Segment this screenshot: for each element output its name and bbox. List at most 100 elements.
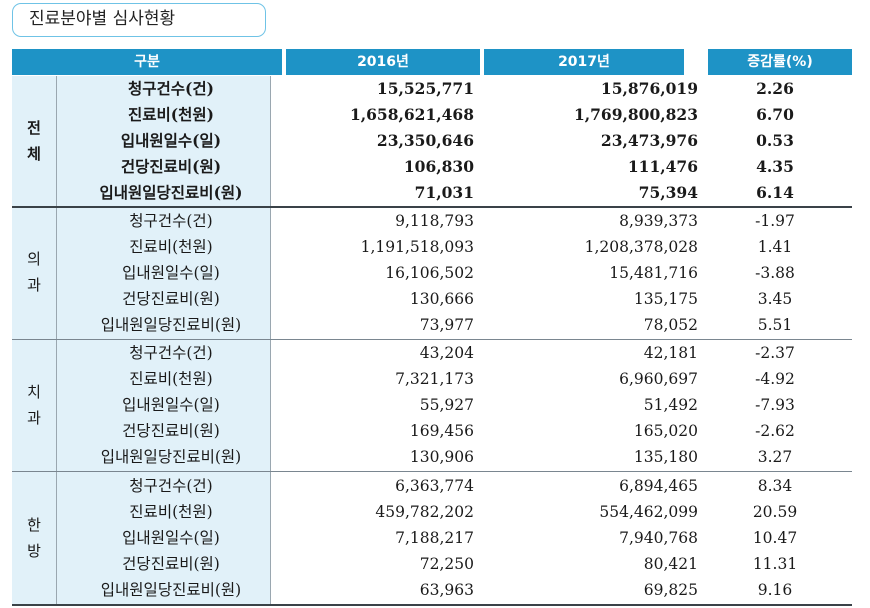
section-divider <box>12 339 852 340</box>
row-rate-value: 11.31 <box>752 555 798 573</box>
row-2017-value: 165,020 <box>633 422 698 440</box>
row-2017-value: 1,208,378,028 <box>584 238 698 256</box>
row-2017-value: 111,476 <box>627 157 698 176</box>
table-row: 진료비(천원) 7,321,173 6,960,697 -4.92 <box>12 366 852 392</box>
row-item: 진료비(천원) <box>128 105 214 124</box>
table-row: 진료비(천원) 459,782,202 554,462,099 20.59 <box>12 499 852 525</box>
table-row: 청구건수(건) 15,525,771 15,876,019 2.26 <box>12 76 852 102</box>
row-rate-value: 0.53 <box>756 131 794 150</box>
table-row: 입내원일수(일) 55,927 51,492 -7.93 <box>12 392 852 418</box>
section-label-total: 전 체 <box>27 119 41 163</box>
header-2016: 2016년 <box>286 49 480 75</box>
row-2016-value: 459,782,202 <box>375 503 474 521</box>
row-item: 청구건수(건) <box>129 344 213 362</box>
row-rate-value: 9.16 <box>757 581 793 599</box>
row-2016-value: 7,321,173 <box>395 370 474 388</box>
row-rate-value: -1.97 <box>755 212 795 230</box>
row-rate-value: 1.41 <box>757 238 793 256</box>
row-2017-value: 80,421 <box>643 555 698 573</box>
section-label-oriental: 한 방 <box>27 516 41 560</box>
row-2016-value: 130,906 <box>409 448 474 466</box>
row-item: 입내원일당진료비(원) <box>100 448 242 466</box>
category-divider-vertical <box>270 76 271 606</box>
row-2017-value: 23,473,976 <box>600 131 698 150</box>
row-item: 진료비(천원) <box>129 370 213 388</box>
table-row: 진료비(천원) 1,191,518,093 1,208,378,028 1.41 <box>12 234 852 260</box>
row-2017-value: 1,769,800,823 <box>573 105 698 124</box>
row-rate-value: -2.37 <box>755 344 795 362</box>
row-item: 입내원일당진료비(원) <box>100 581 242 599</box>
section-label-dental: 치 과 <box>27 383 41 427</box>
row-item: 청구건수(건) <box>129 212 213 230</box>
row-rate-value: -2.62 <box>755 422 795 440</box>
row-rate-value: 20.59 <box>752 503 798 521</box>
row-2017-value: 42,181 <box>643 344 698 362</box>
row-item: 건당진료비(원) <box>120 157 222 176</box>
table-bottom-border <box>12 604 852 606</box>
table-row: 입내원일당진료비(원) 73,977 78,052 5.51 <box>12 312 852 338</box>
table-row: 입내원일수(일) 16,106,502 15,481,716 -3.88 <box>12 260 852 286</box>
table-row: 건당진료비(원) 72,250 80,421 11.31 <box>12 551 852 577</box>
table-row: 입내원일당진료비(원) 130,906 135,180 3.27 <box>12 444 852 470</box>
row-2016-value: 23,350,646 <box>376 131 474 150</box>
table-row: 진료비(천원) 1,658,621,468 1,769,800,823 6.70 <box>12 102 852 128</box>
row-item: 입내원일수(일) <box>122 396 220 414</box>
row-2017-value: 6,960,697 <box>619 370 698 388</box>
header-2017-label: 2017년 <box>558 54 610 70</box>
header-rate-label: 증감률(%) <box>747 54 813 70</box>
row-2017-value: 51,492 <box>643 396 698 414</box>
table-row: 입내원일수(일) 23,350,646 23,473,976 0.53 <box>12 128 852 154</box>
row-2016-value: 43,204 <box>419 344 474 362</box>
row-2016-value: 169,456 <box>409 422 474 440</box>
row-2016-value: 16,106,502 <box>385 264 474 282</box>
section-divider-vertical <box>56 76 57 606</box>
row-item: 청구건수(건) <box>128 79 214 98</box>
row-2016-value: 15,525,771 <box>376 79 474 98</box>
table-row: 청구건수(건) 9,118,793 8,939,373 -1.97 <box>12 208 852 234</box>
table-row: 입내원일수(일) 7,188,217 7,940,768 10.47 <box>12 525 852 551</box>
row-2016-value: 9,118,793 <box>395 212 474 230</box>
table-row: 건당진료비(원) 106,830 111,476 4.35 <box>12 154 852 180</box>
row-2017-value: 15,876,019 <box>600 79 698 98</box>
table-row: 입내원일당진료비(원) 71,031 75,394 6.14 <box>12 180 852 206</box>
row-rate-value: 4.35 <box>756 157 794 176</box>
row-rate-value: 6.70 <box>756 105 794 124</box>
row-item: 입내원일당진료비(원) <box>99 183 243 202</box>
row-item: 진료비(천원) <box>129 238 213 256</box>
row-2017-value: 75,394 <box>638 183 698 202</box>
section-label-medical: 의 과 <box>27 250 41 294</box>
row-rate-value: -3.88 <box>755 264 795 282</box>
row-item: 입내원일수(일) <box>120 131 222 150</box>
table-row: 청구건수(건) 43,204 42,181 -2.37 <box>12 340 852 366</box>
row-2016-value: 63,963 <box>419 581 474 599</box>
row-item: 입내원일수(일) <box>122 529 220 547</box>
section-divider <box>12 471 852 472</box>
section-divider <box>12 206 852 208</box>
row-2017-value: 78,052 <box>643 316 698 334</box>
row-rate-value: 5.51 <box>757 316 793 334</box>
row-2017-value: 15,481,716 <box>609 264 698 282</box>
row-item: 청구건수(건) <box>129 477 213 495</box>
row-item: 입내원일당진료비(원) <box>100 316 242 334</box>
row-rate-value: 2.26 <box>756 79 794 98</box>
row-2016-value: 1,191,518,093 <box>360 238 474 256</box>
table-row: 건당진료비(원) 130,666 135,175 3.45 <box>12 286 852 312</box>
table-row: 건당진료비(원) 169,456 165,020 -2.62 <box>12 418 852 444</box>
row-2016-value: 71,031 <box>414 183 474 202</box>
row-rate-value: 3.45 <box>757 290 793 308</box>
row-rate-value: 8.34 <box>757 477 793 495</box>
header-2017: 2017년 <box>484 49 684 75</box>
table-row: 청구건수(건) 6,363,774 6,894,465 8.34 <box>12 473 852 499</box>
row-item: 건당진료비(원) <box>122 555 220 573</box>
table-row: 입내원일당진료비(원) 63,963 69,825 9.16 <box>12 577 852 603</box>
row-2016-value: 6,363,774 <box>395 477 474 495</box>
row-2017-value: 69,825 <box>643 581 698 599</box>
row-rate-value: -7.93 <box>755 396 795 414</box>
row-2016-value: 1,658,621,468 <box>349 105 474 124</box>
header-rate: 증감률(%) <box>708 49 852 75</box>
row-rate-value: 3.27 <box>757 448 793 466</box>
row-item: 건당진료비(원) <box>122 422 220 440</box>
header-category: 구분 <box>12 49 282 75</box>
header-category-label: 구분 <box>134 54 160 70</box>
row-2017-value: 135,180 <box>633 448 698 466</box>
